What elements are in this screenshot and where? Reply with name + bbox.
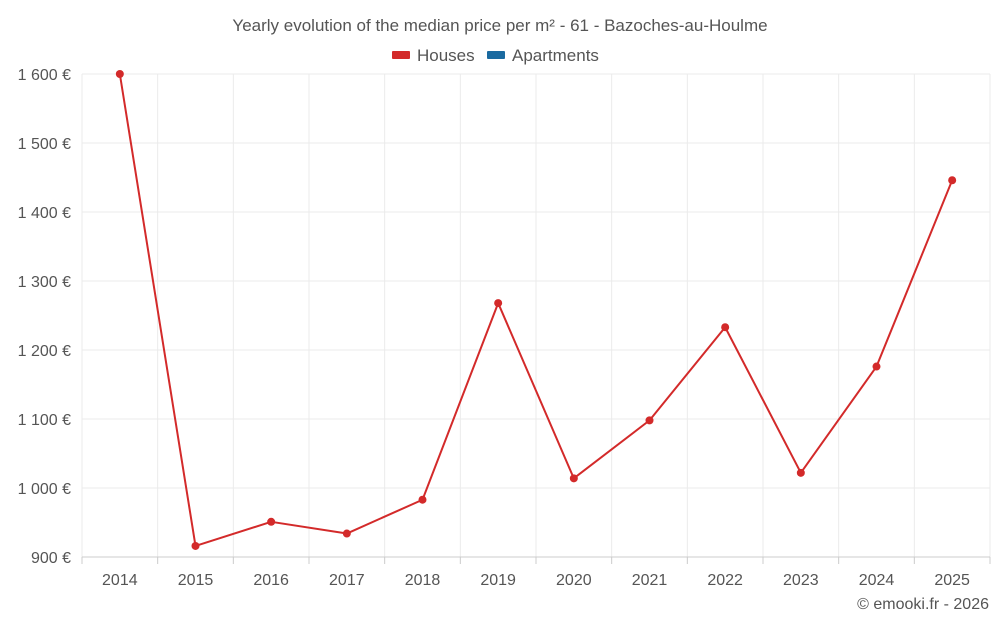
y-tick-label: 900 € <box>31 550 71 567</box>
data-point-houses-2014[interactable] <box>115 70 124 78</box>
y-tick-label: 1 500 € <box>18 136 71 153</box>
x-tick-label: 2015 <box>178 572 214 589</box>
x-tick-label: 2019 <box>480 572 516 589</box>
series-line-houses <box>118 73 954 547</box>
data-point-houses-2024[interactable] <box>872 362 881 371</box>
data-point-houses-2025[interactable] <box>948 176 957 185</box>
legend: Houses Apartments <box>392 46 599 65</box>
axes: 900 € 1 000 € 1 100 € 1 200 € 1 300 € 1 400 €… <box>18 67 991 589</box>
legend-item-apartments[interactable]: Apartments <box>487 46 599 65</box>
data-point-houses-2017[interactable] <box>342 529 351 538</box>
data-point-houses-2015[interactable] <box>191 541 200 550</box>
series-houses <box>115 70 957 550</box>
data-point-houses-2023[interactable] <box>796 468 805 477</box>
grid <box>81 73 991 557</box>
x-tick-label: 2014 <box>102 572 138 589</box>
credit-text: © emooki.fr - 2026 <box>857 596 989 613</box>
x-tick-label: 2018 <box>405 572 441 589</box>
data-point-houses-2019[interactable] <box>494 299 503 308</box>
x-tick-label: 2016 <box>253 572 289 589</box>
chart-title: Yearly evolution of the median price per… <box>232 16 767 35</box>
x-tick-label: 2025 <box>934 572 970 589</box>
x-tick-label: 2021 <box>632 572 668 589</box>
data-point-houses-2021[interactable] <box>645 416 654 425</box>
data-point-houses-2022[interactable] <box>721 323 730 332</box>
x-tick-label: 2024 <box>859 572 895 589</box>
y-tick-label: 1 000 € <box>18 481 71 498</box>
x-tick-label: 2022 <box>707 572 743 589</box>
x-tick-label: 2023 <box>783 572 819 589</box>
y-tick-label: 1 600 € <box>18 67 71 84</box>
y-tick-label: 1 300 € <box>18 274 71 291</box>
x-tick-label: 2020 <box>556 572 592 589</box>
legend-label-apartments: Apartments <box>512 46 599 65</box>
legend-item-houses[interactable]: Houses <box>392 46 475 65</box>
legend-swatch-apartments <box>487 51 505 59</box>
x-tick-label: 2017 <box>329 572 365 589</box>
y-tick-label: 1 200 € <box>18 343 71 360</box>
data-point-houses-2018[interactable] <box>418 495 427 504</box>
y-tick-label: 1 400 € <box>18 205 71 222</box>
data-point-houses-2020[interactable] <box>569 474 578 483</box>
data-point-houses-2016[interactable] <box>267 517 276 526</box>
legend-swatch-houses <box>392 51 410 59</box>
y-tick-label: 1 100 € <box>18 412 71 429</box>
legend-label-houses: Houses <box>417 46 475 65</box>
